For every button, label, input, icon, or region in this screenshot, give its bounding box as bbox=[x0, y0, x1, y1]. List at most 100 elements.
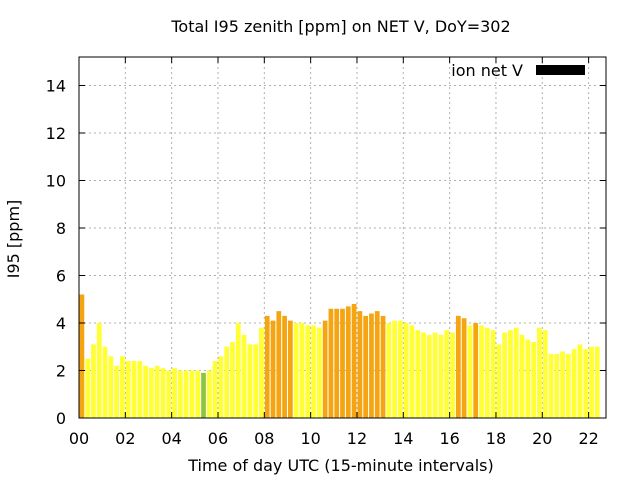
bar bbox=[409, 325, 415, 418]
x-tick-label: 14 bbox=[393, 429, 413, 448]
bar bbox=[241, 334, 247, 418]
bar bbox=[374, 311, 380, 418]
bar bbox=[467, 325, 473, 418]
bar bbox=[351, 304, 357, 418]
y-axis-label: I95 [ppm] bbox=[4, 200, 23, 279]
bar bbox=[537, 327, 542, 418]
x-tick-label: 18 bbox=[486, 429, 506, 448]
x-tick-label: 16 bbox=[439, 429, 459, 448]
bar bbox=[398, 320, 403, 418]
bar bbox=[143, 365, 148, 418]
y-tick-label: 4 bbox=[56, 314, 66, 333]
legend-label: ion net V bbox=[451, 61, 523, 80]
bar bbox=[496, 344, 502, 418]
bar bbox=[369, 313, 374, 418]
x-tick-label: 08 bbox=[254, 429, 274, 448]
bar bbox=[426, 334, 432, 418]
bar bbox=[276, 311, 282, 418]
bar bbox=[183, 370, 189, 418]
bar bbox=[316, 327, 322, 418]
bar bbox=[415, 330, 421, 418]
bar bbox=[554, 353, 560, 418]
legend: ion net V bbox=[451, 61, 585, 80]
bar bbox=[345, 306, 351, 418]
bar bbox=[328, 308, 334, 418]
bar bbox=[259, 327, 264, 418]
bar bbox=[299, 323, 305, 418]
x-tick-label: 06 bbox=[208, 429, 228, 448]
bar bbox=[108, 356, 114, 418]
y-tick-label: 8 bbox=[56, 219, 66, 238]
legend-swatch bbox=[536, 65, 585, 75]
bar bbox=[218, 356, 224, 418]
bars bbox=[79, 294, 600, 418]
y-tick-label: 12 bbox=[46, 124, 66, 143]
bar bbox=[96, 323, 102, 418]
bar bbox=[131, 361, 137, 418]
bar bbox=[172, 368, 177, 418]
bar bbox=[513, 327, 519, 418]
bar bbox=[189, 370, 195, 418]
bar bbox=[479, 325, 484, 418]
y-tick-label: 0 bbox=[56, 409, 66, 428]
bar bbox=[403, 323, 409, 418]
bar bbox=[438, 334, 444, 418]
x-tick-label: 12 bbox=[347, 429, 367, 448]
bar bbox=[166, 370, 172, 418]
bar bbox=[230, 342, 235, 418]
bar bbox=[149, 368, 154, 418]
x-tick-label: 04 bbox=[161, 429, 181, 448]
bar bbox=[195, 370, 201, 418]
bar bbox=[542, 330, 548, 418]
bar bbox=[288, 320, 293, 418]
bar bbox=[334, 308, 340, 418]
bar bbox=[85, 358, 91, 418]
bar bbox=[224, 346, 230, 418]
y-tick-label: 14 bbox=[46, 77, 66, 96]
bar bbox=[484, 327, 490, 418]
y-tick-label: 2 bbox=[56, 362, 66, 381]
x-tick-label: 02 bbox=[115, 429, 135, 448]
bar bbox=[357, 311, 363, 418]
bar bbox=[206, 370, 212, 418]
bar bbox=[560, 351, 565, 418]
bar bbox=[577, 344, 583, 418]
chart-title: Total I95 zenith [ppm] on NET V, DoY=302 bbox=[170, 17, 510, 36]
bar bbox=[508, 330, 513, 418]
bar bbox=[264, 315, 270, 418]
bar bbox=[91, 344, 96, 418]
bar bbox=[565, 353, 571, 418]
bar bbox=[363, 315, 369, 418]
bar bbox=[177, 370, 183, 418]
x-tick-label: 00 bbox=[69, 429, 89, 448]
bar bbox=[114, 365, 120, 418]
bar bbox=[137, 361, 143, 418]
bar bbox=[125, 361, 131, 418]
bar bbox=[421, 332, 426, 418]
bar bbox=[386, 323, 392, 418]
bar bbox=[120, 356, 125, 418]
bar bbox=[525, 339, 531, 418]
bar bbox=[212, 361, 218, 418]
bar bbox=[461, 318, 467, 418]
bar bbox=[450, 332, 455, 418]
bar bbox=[531, 342, 536, 418]
bar bbox=[340, 308, 345, 418]
bar bbox=[380, 315, 386, 418]
bar bbox=[455, 315, 461, 418]
bar bbox=[432, 332, 438, 418]
x-tick-label: 20 bbox=[532, 429, 552, 448]
bar bbox=[322, 320, 328, 418]
bar bbox=[79, 294, 85, 418]
bar bbox=[282, 315, 287, 418]
bar bbox=[235, 323, 241, 418]
y-tick-label: 6 bbox=[56, 267, 66, 286]
grid bbox=[79, 57, 606, 418]
bar bbox=[293, 323, 299, 418]
bar bbox=[311, 325, 316, 418]
bar bbox=[473, 323, 479, 418]
x-axis-label: Time of day UTC (15-minute intervals) bbox=[187, 456, 494, 475]
x-tick-label: 10 bbox=[300, 429, 320, 448]
